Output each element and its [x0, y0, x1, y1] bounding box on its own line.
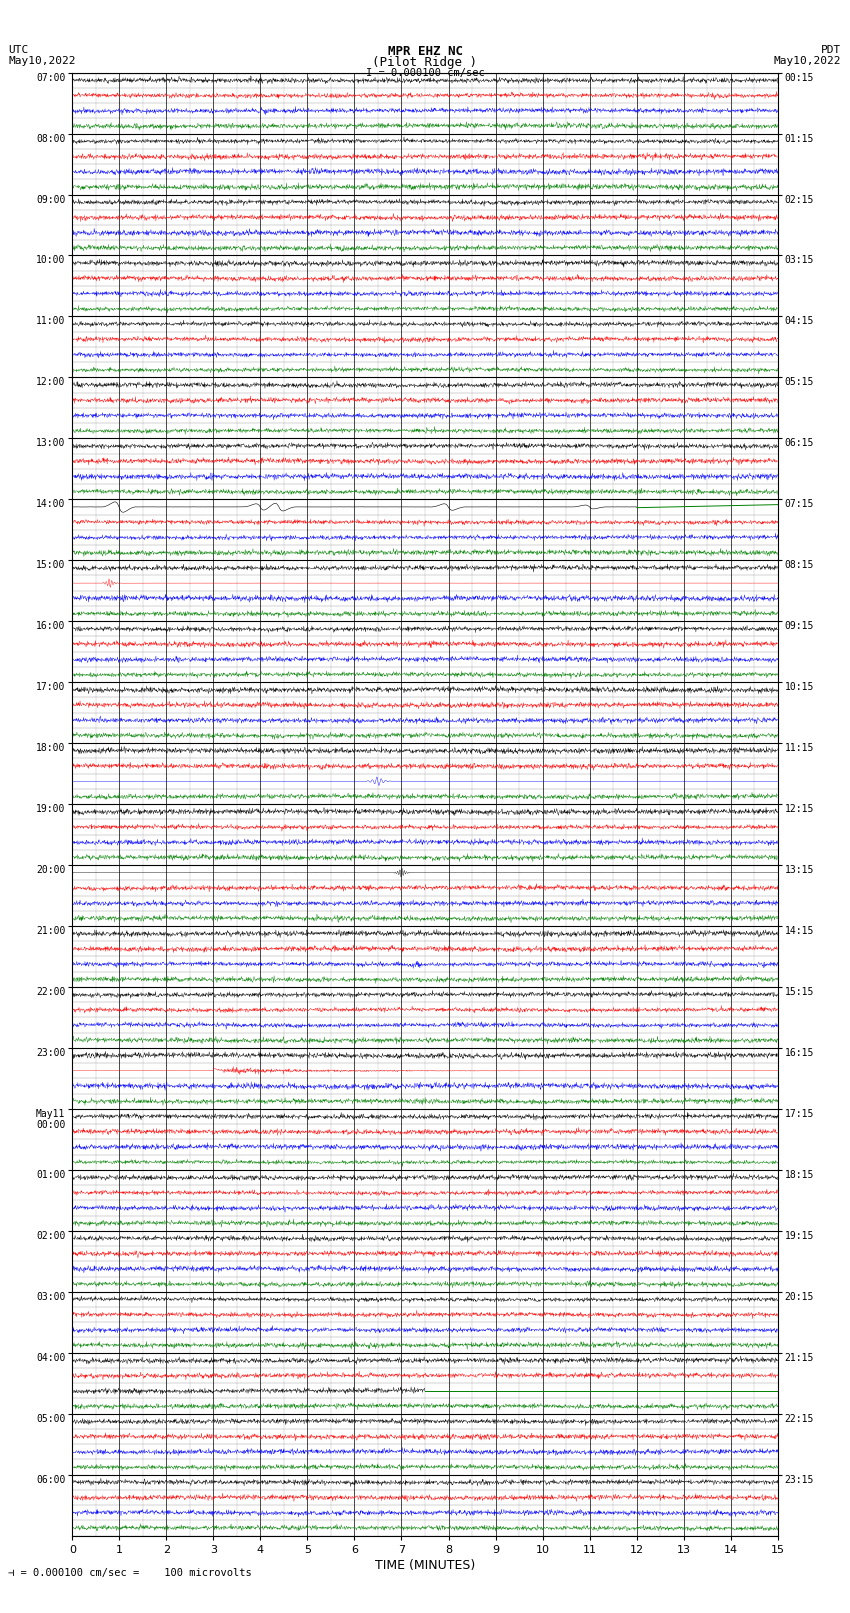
Text: May10,2022: May10,2022: [8, 56, 76, 66]
Text: UTC: UTC: [8, 45, 29, 55]
X-axis label: TIME (MINUTES): TIME (MINUTES): [375, 1558, 475, 1571]
Text: I = 0.000100 cm/sec: I = 0.000100 cm/sec: [366, 68, 484, 77]
Text: PDT: PDT: [821, 45, 842, 55]
Text: MPR EHZ NC: MPR EHZ NC: [388, 45, 462, 58]
Text: May10,2022: May10,2022: [774, 56, 842, 66]
Text: ⊣ = 0.000100 cm/sec =    100 microvolts: ⊣ = 0.000100 cm/sec = 100 microvolts: [8, 1568, 252, 1578]
Text: (Pilot Ridge ): (Pilot Ridge ): [372, 56, 478, 69]
